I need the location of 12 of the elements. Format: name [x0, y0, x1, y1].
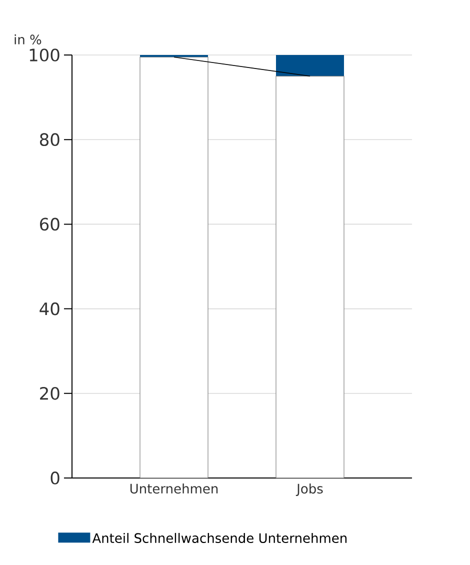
legend-label: Anteil Schnellwachsende Unternehmen — [92, 532, 347, 544]
y-tick-label: 60 — [40, 218, 60, 231]
y-tick-label: 80 — [40, 133, 60, 146]
y-tick-label: 40 — [40, 302, 60, 316]
bar — [140, 56, 208, 478]
y-tick-label: 20 — [40, 386, 60, 400]
x-tick-label: Unternehmen — [130, 484, 218, 494]
y-tick-label: 100 — [30, 48, 60, 62]
x-tick-label: Jobs — [296, 484, 323, 496]
y-tick-label: 0 — [50, 472, 60, 484]
y-axis-title: in % — [14, 34, 42, 44]
bar — [276, 55, 344, 76]
